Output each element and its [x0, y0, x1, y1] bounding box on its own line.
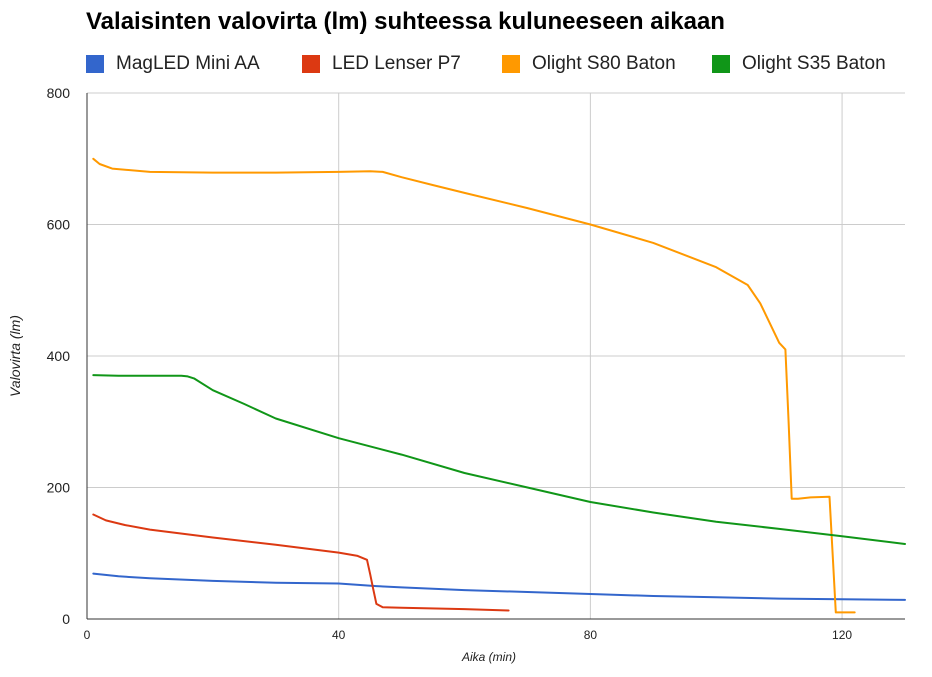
legend-label-magled: MagLED Mini AA: [116, 53, 260, 74]
y-tick-label: 600: [47, 217, 71, 233]
x-tick-label: 120: [832, 628, 852, 642]
y-axis-title: Valovirta (lm): [7, 315, 23, 397]
series-line-1[interactable]: [92, 513, 510, 612]
axis-labels: Aika (min) Valovirta (lm): [7, 315, 516, 664]
legend-item-magled[interactable]: MagLED Mini AA: [86, 53, 260, 75]
series-line-3[interactable]: [92, 374, 906, 545]
x-tick-label: 80: [584, 628, 598, 642]
legend-swatch-olight-s35: [712, 55, 730, 73]
y-tick-label: 200: [47, 480, 71, 496]
x-tick-label: 0: [84, 628, 91, 642]
y-tick-label: 400: [47, 348, 71, 364]
legend-item-led-lenser[interactable]: LED Lenser P7: [302, 53, 461, 75]
legend-label-led-lenser: LED Lenser P7: [332, 53, 461, 74]
legend: MagLED Mini AA LED Lenser P7 Olight S80 …: [86, 53, 916, 77]
legend-swatch-magled: [86, 55, 104, 73]
gridlines: [87, 92, 905, 619]
chart-title: Valaisinten valovirta (lm) suhteessa kul…: [86, 8, 725, 35]
y-tick-label: 0: [62, 611, 70, 627]
series-line-2[interactable]: [92, 157, 856, 614]
legend-swatch-olight-s80: [502, 55, 520, 73]
axes: 0 200 400 600 800 0 40 80 120: [47, 85, 905, 642]
legend-item-olight-s35[interactable]: Olight S35 Baton: [712, 53, 886, 75]
series-line-0[interactable]: [92, 572, 906, 601]
legend-swatch-led-lenser: [302, 55, 320, 73]
legend-label-olight-s35: Olight S35 Baton: [742, 53, 886, 74]
legend-item-olight-s80[interactable]: Olight S80 Baton: [502, 53, 676, 75]
x-tick-label: 40: [332, 628, 346, 642]
x-axis-title: Aika (min): [461, 650, 516, 664]
y-tick-label: 800: [47, 85, 71, 101]
legend-label-olight-s80: Olight S80 Baton: [532, 53, 676, 74]
series-lines: [92, 157, 906, 614]
